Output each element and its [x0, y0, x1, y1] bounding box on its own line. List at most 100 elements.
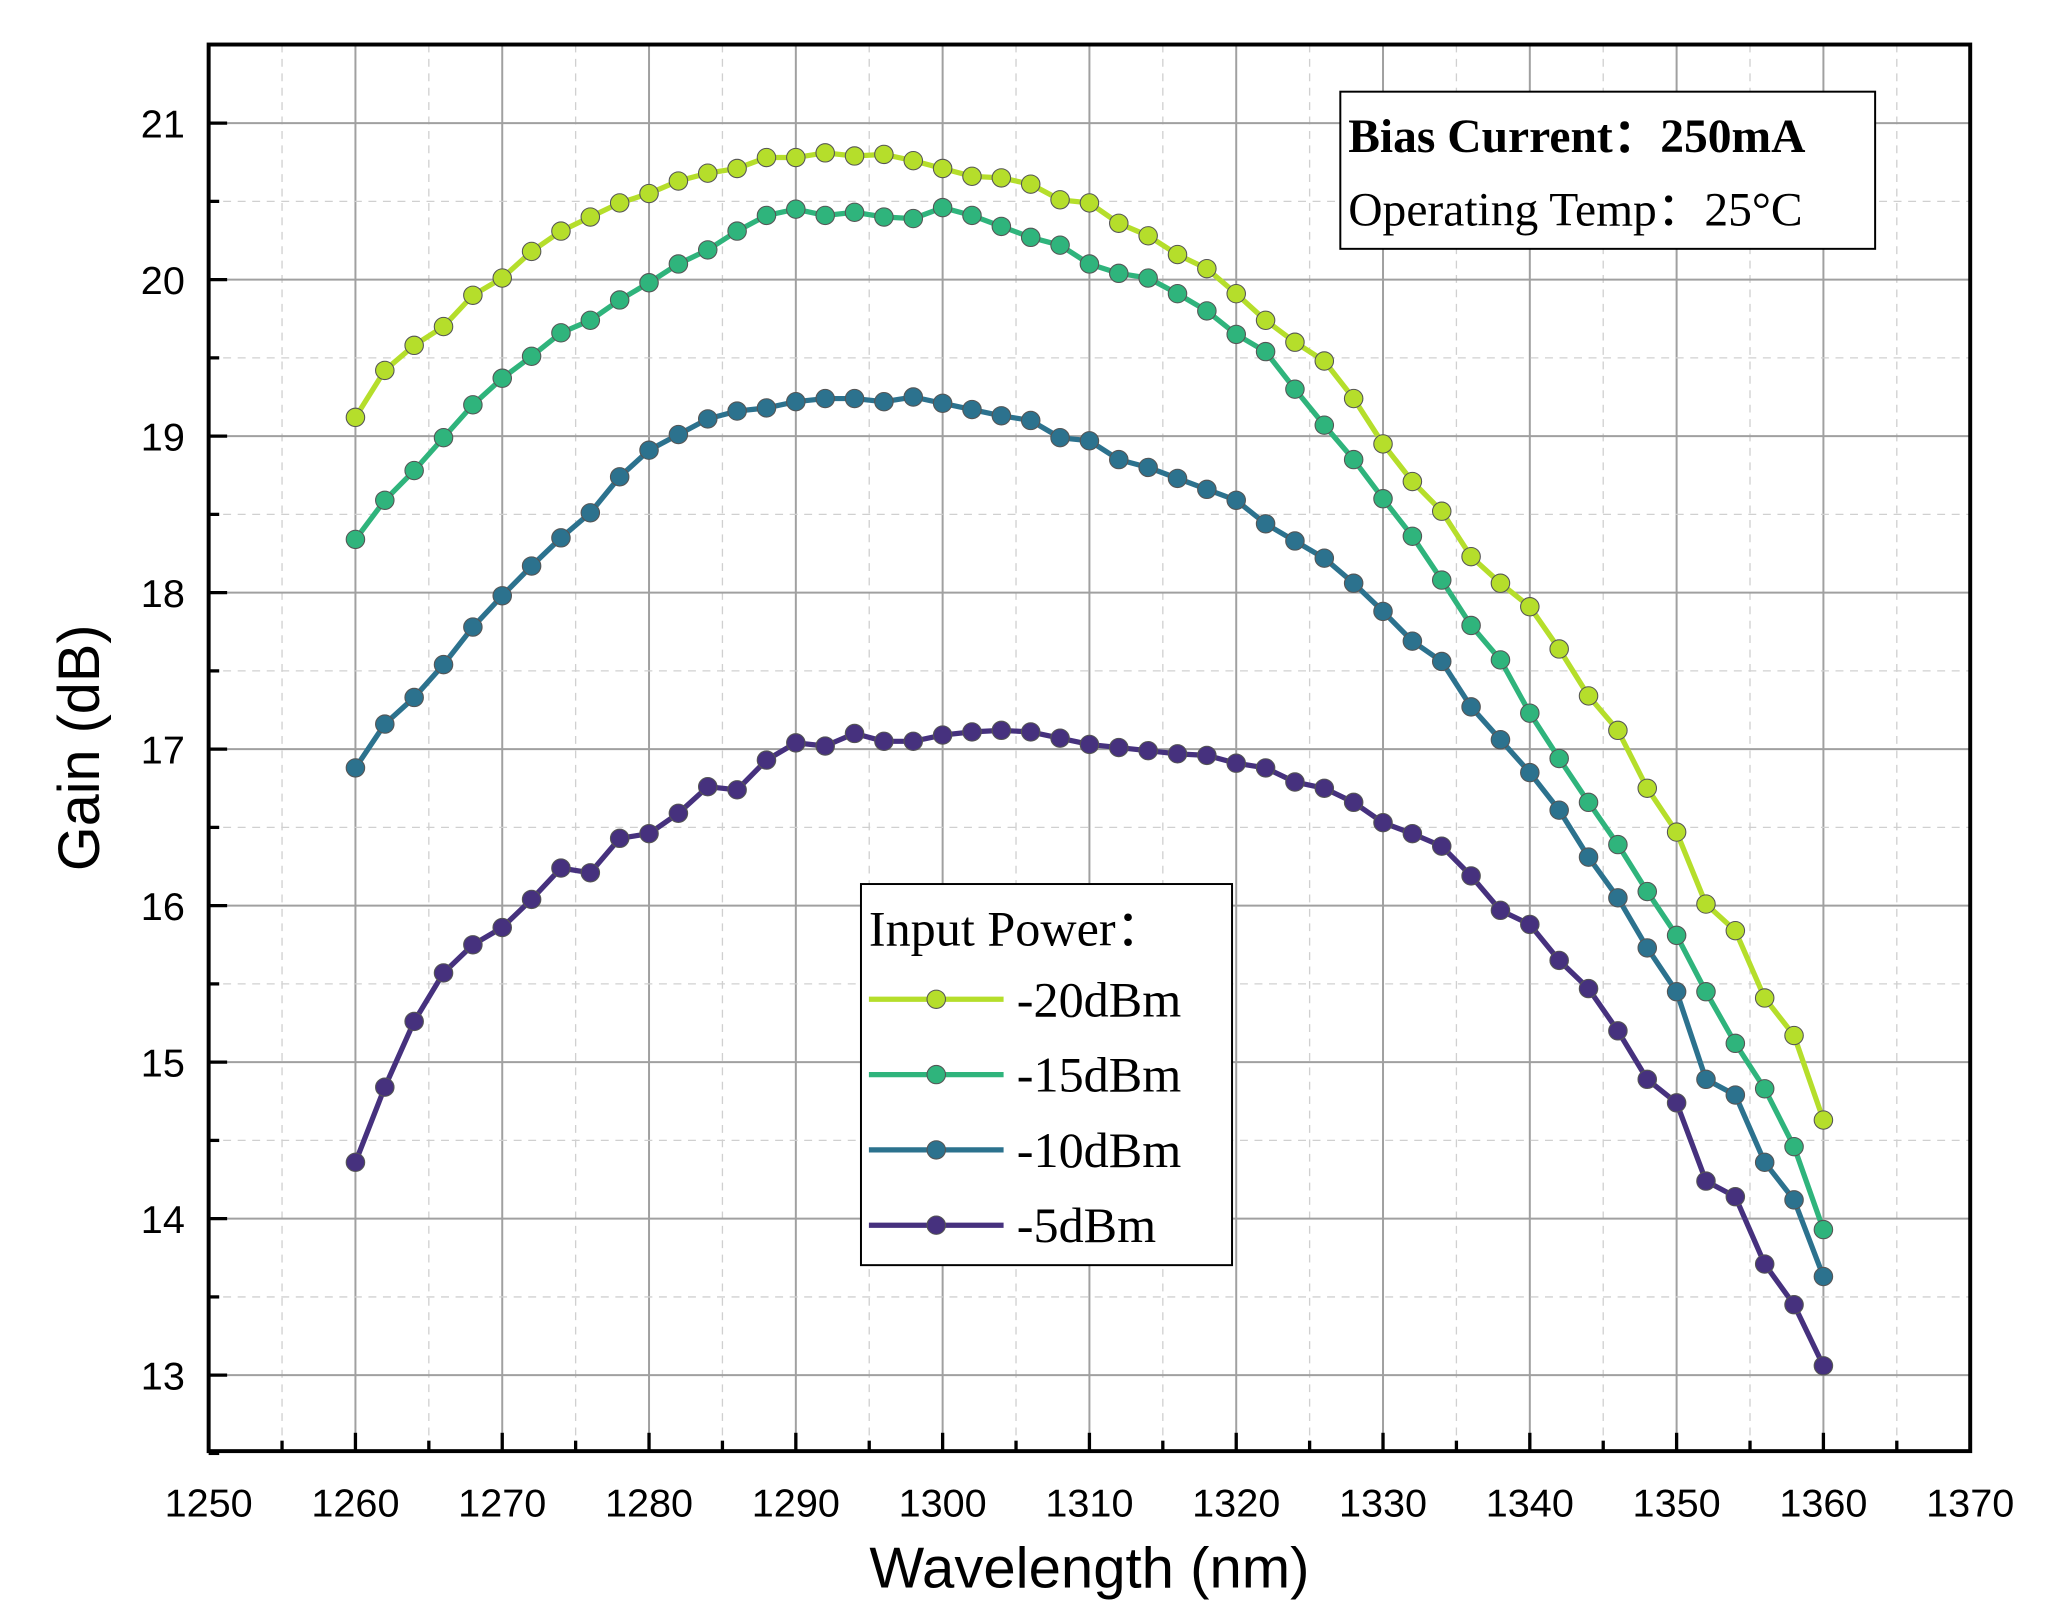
data-point — [404, 460, 424, 481]
data-point — [1784, 1295, 1804, 1315]
legend-label: -5dBm — [1017, 1197, 1157, 1253]
data-point — [1754, 988, 1775, 1008]
data-point — [580, 310, 601, 330]
data-point — [1784, 1136, 1804, 1157]
legend-title: Input Power： — [869, 901, 1166, 957]
data-point — [1020, 227, 1041, 248]
x-tick-label: 1370 — [1926, 1482, 2014, 1526]
data-point — [962, 205, 982, 226]
data-point — [1314, 778, 1335, 798]
x-tick-label: 1340 — [1486, 1482, 1574, 1526]
data-point — [1813, 1356, 1834, 1376]
data-point — [1226, 324, 1246, 345]
data-point — [1696, 1171, 1716, 1191]
data-point — [580, 503, 601, 523]
y-tick-label: 15 — [141, 1042, 185, 1086]
data-point — [1314, 548, 1335, 568]
data-point — [639, 183, 659, 204]
legend-marker — [926, 1064, 947, 1085]
data-point — [1226, 753, 1246, 773]
data-point — [1050, 728, 1070, 748]
data-point — [1490, 900, 1511, 921]
data-point — [1578, 978, 1599, 999]
data-point — [1461, 697, 1481, 717]
data-point — [874, 207, 894, 227]
data-point — [756, 147, 777, 168]
data-point — [668, 254, 689, 274]
data-point — [1109, 263, 1129, 284]
data-point — [463, 395, 483, 415]
data-point — [815, 388, 835, 409]
data-point — [1050, 235, 1070, 255]
data-point — [786, 199, 806, 219]
data-point — [1197, 479, 1217, 500]
data-point — [1725, 1187, 1746, 1207]
x-tick-label: 1290 — [752, 1482, 840, 1526]
data-point — [1637, 778, 1658, 798]
data-point — [1402, 526, 1423, 546]
data-point — [609, 467, 630, 487]
data-point — [932, 393, 953, 413]
data-point — [1255, 758, 1276, 778]
data-point — [433, 963, 454, 983]
data-point — [1138, 741, 1158, 761]
legend-label: -20dBm — [1017, 971, 1182, 1027]
data-point — [1725, 1033, 1746, 1054]
data-point — [1578, 847, 1599, 867]
data-point — [375, 1077, 395, 1097]
data-point — [962, 722, 982, 742]
data-point — [1314, 415, 1335, 435]
data-point — [433, 654, 454, 675]
data-point — [1343, 573, 1364, 593]
data-point — [609, 193, 630, 213]
x-tick-label: 1320 — [1192, 1482, 1280, 1526]
data-point — [1784, 1025, 1804, 1046]
data-point — [463, 617, 483, 637]
data-point — [756, 205, 777, 226]
y-tick-label: 16 — [141, 885, 185, 929]
data-point — [1431, 651, 1452, 672]
data-point — [1167, 744, 1188, 764]
data-point — [551, 528, 571, 548]
legend-label: -15dBm — [1017, 1047, 1182, 1103]
data-point — [580, 207, 601, 227]
data-point — [1431, 836, 1452, 856]
data-point — [1490, 730, 1511, 750]
ticks: 1250 1260 1270 1280 1290 1300 1310 1320 1330 1340… — [141, 43, 2014, 1526]
data-point — [697, 240, 718, 260]
data-point — [639, 273, 659, 293]
x-tick-label: 1250 — [165, 1482, 253, 1526]
data-point — [932, 197, 953, 218]
data-point — [815, 205, 835, 226]
data-point — [1314, 351, 1335, 371]
data-point — [404, 335, 424, 356]
data-point — [962, 166, 982, 187]
data-point — [1197, 258, 1217, 279]
data-point — [1696, 982, 1716, 1002]
data-point — [1813, 1110, 1834, 1130]
x-tick-label: 1350 — [1633, 1482, 1721, 1526]
data-point — [1020, 722, 1041, 742]
data-point — [756, 750, 777, 770]
data-point — [521, 889, 542, 910]
data-point — [1138, 457, 1158, 478]
data-point — [844, 202, 865, 223]
data-point — [932, 725, 953, 745]
data-point — [1197, 745, 1217, 766]
data-point — [874, 731, 894, 752]
y-tick-label: 18 — [141, 572, 185, 616]
data-point — [1373, 813, 1393, 833]
data-point — [786, 391, 806, 412]
data-point — [1461, 866, 1481, 886]
data-point — [1608, 888, 1628, 908]
data-point — [1431, 501, 1452, 521]
x-tick-label: 1270 — [458, 1482, 546, 1526]
data-point — [844, 388, 865, 409]
data-point — [1226, 490, 1246, 510]
y-tick-label: 13 — [141, 1355, 185, 1399]
data-point — [903, 208, 924, 229]
data-point — [1285, 531, 1305, 551]
data-point — [609, 290, 630, 310]
data-point — [1050, 427, 1070, 448]
